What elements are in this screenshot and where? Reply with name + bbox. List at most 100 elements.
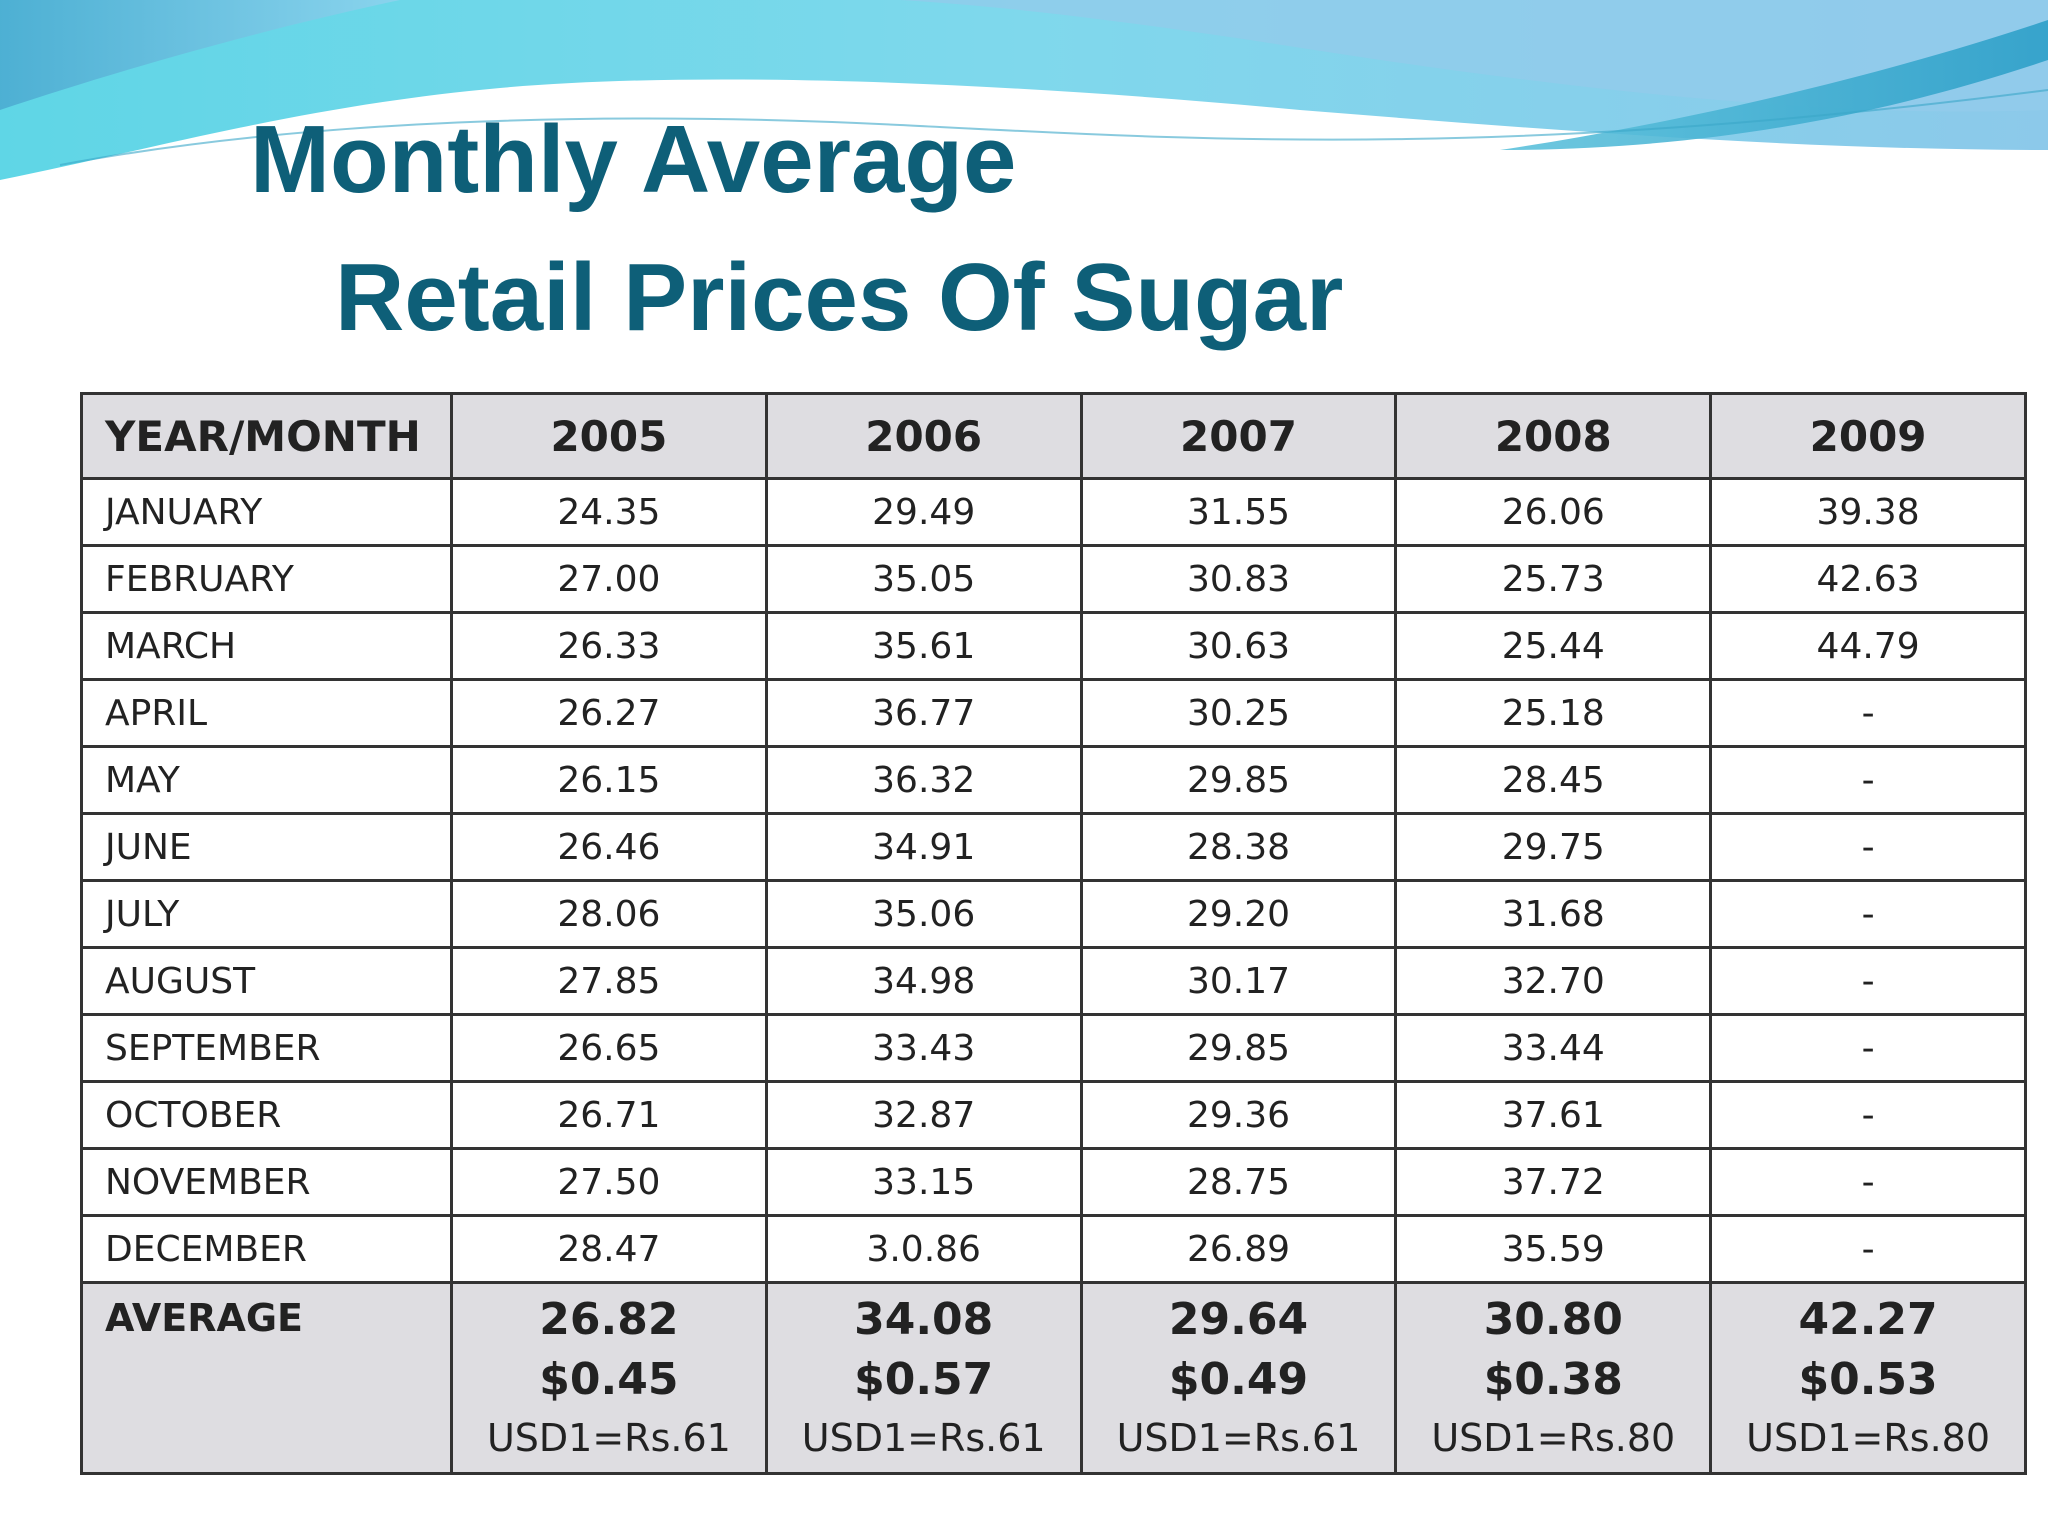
price-cell: 32.87	[764, 1080, 1083, 1150]
average-value: 42.27	[1798, 1294, 1938, 1345]
price-cell: 26.46	[450, 812, 768, 882]
column-header-year: 2005	[450, 392, 768, 480]
price-cell: 37.61	[1394, 1080, 1713, 1150]
month-label: OCTOBER	[80, 1080, 453, 1150]
average-label: AVERAGE	[80, 1281, 453, 1475]
month-label: MAY	[80, 745, 453, 815]
exchange-rate-note: USD1=Rs.61	[1116, 1416, 1361, 1460]
table-row: OCTOBER 26.71 32.87 29.36 37.61-	[80, 1080, 2027, 1150]
price-cell: 3.0.86	[764, 1214, 1083, 1284]
exchange-rate-note: USD1=Rs.61	[801, 1416, 1046, 1460]
price-cell: 29.75	[1394, 812, 1713, 882]
price-cell: 34.91	[764, 812, 1083, 882]
price-cell: 29.20	[1079, 879, 1398, 949]
price-cell: 29.36	[1079, 1080, 1398, 1150]
price-cell: 36.77	[764, 678, 1083, 748]
table-row: FEBRUARY 27.00 35.05 30.83 25.73 42.63	[80, 544, 2027, 614]
month-label: SEPTEMBER	[80, 1013, 453, 1083]
price-cell: 30.83	[1079, 544, 1398, 614]
average-value: 26.82	[539, 1294, 679, 1345]
price-cell: 31.68	[1394, 879, 1713, 949]
price-cell: 28.75	[1079, 1147, 1398, 1217]
price-cell: 33.43	[764, 1013, 1083, 1083]
price-cell: 35.61	[764, 611, 1083, 681]
month-label: FEBRUARY	[80, 544, 453, 614]
price-cell: -	[1709, 812, 2027, 882]
price-cell: 33.15	[764, 1147, 1083, 1217]
average-cell: 29.64 $0.49 USD1=Rs.61	[1079, 1281, 1398, 1475]
price-cell: 25.18	[1394, 678, 1713, 748]
price-cell: 30.25	[1079, 678, 1398, 748]
column-header-year-month: YEAR/MONTH	[80, 392, 453, 480]
table-row: JANUARY 24.35 29.49 31.55 26.06 39.38	[80, 477, 2027, 547]
month-label: AUGUST	[80, 946, 453, 1016]
price-cell: 29.49	[764, 477, 1083, 547]
price-cell: 25.44	[1394, 611, 1713, 681]
price-cell: 26.27	[450, 678, 768, 748]
price-cell: 27.00	[450, 544, 768, 614]
month-label: NOVEMBER	[80, 1147, 453, 1217]
price-cell: 30.17	[1079, 946, 1398, 1016]
exchange-rate-note: USD1=Rs.80	[1431, 1416, 1676, 1460]
average-cell: 34.08 $0.57 USD1=Rs.61	[764, 1281, 1083, 1475]
price-cell: -	[1709, 946, 2027, 1016]
price-cell: 32.70	[1394, 946, 1713, 1016]
price-cell: 26.06	[1394, 477, 1713, 547]
average-value: 29.64	[1168, 1294, 1309, 1345]
table-row: DECEMBER 28.47 3.0.86 26.89 35.59-	[80, 1214, 2027, 1284]
price-cell: 27.50	[450, 1147, 768, 1217]
average-value: 34.08	[854, 1294, 994, 1345]
average-usd-value: $0.49	[1168, 1354, 1309, 1405]
slide-title-line-2: Retail Prices Of Sugar	[335, 244, 1344, 351]
price-cell: 35.59	[1394, 1214, 1713, 1284]
table-body: JANUARY 24.35 29.49 31.55 26.06 39.38 FEBRUARY…	[80, 477, 2027, 1475]
slide-title-line-1: Monthly Average	[250, 106, 1017, 213]
price-cell: 35.06	[764, 879, 1083, 949]
price-cell: 25.73	[1394, 544, 1713, 614]
price-cell: 36.32	[764, 745, 1083, 815]
price-cell: 29.85	[1079, 1013, 1398, 1083]
average-cell: 30.80 $0.38 USD1=Rs.80	[1394, 1281, 1713, 1475]
price-cell: -	[1709, 1214, 2027, 1284]
price-cell: 26.33	[450, 611, 768, 681]
table-row: JULY 28.06 35.06 29.20 31.68-	[80, 879, 2027, 949]
table-row: NOVEMBER 27.50 33.15 28.75 37.72-	[80, 1147, 2027, 1217]
table-header-row: YEAR/MONTH 2005 2006 2007 2008 2009	[80, 392, 2027, 480]
month-label: JUNE	[80, 812, 453, 882]
month-label: DECEMBER	[80, 1214, 453, 1284]
wave-banner-decoration	[0, 0, 2048, 218]
average-row: AVERAGE 26.82 $0.45 USD1=Rs.61 34.08 $0.57 USD…	[80, 1281, 2027, 1475]
month-label: JULY	[80, 879, 453, 949]
average-value: 30.80	[1483, 1294, 1623, 1345]
column-header-year: 2007	[1079, 392, 1398, 480]
average-cell: 42.27 $0.53 USD1=Rs.80	[1709, 1281, 2027, 1475]
month-label: MARCH	[80, 611, 453, 681]
average-usd-value: $0.45	[539, 1354, 679, 1405]
table-row: MARCH 26.33 35.61 30.63 25.44 44.79	[80, 611, 2027, 681]
price-cell: 37.72	[1394, 1147, 1713, 1217]
average-usd-value: $0.38	[1483, 1354, 1623, 1405]
price-cell: 39.38	[1709, 477, 2027, 547]
table-row: SEPTEMBER 26.65 33.43 29.85 33.44-	[80, 1013, 2027, 1083]
exchange-rate-note: USD1=Rs.61	[486, 1416, 731, 1460]
price-cell: 35.05	[764, 544, 1083, 614]
price-cell: 28.47	[450, 1214, 768, 1284]
price-cell: -	[1709, 879, 2027, 949]
price-cell: 28.06	[450, 879, 768, 949]
column-header-year: 2008	[1394, 392, 1713, 480]
table-row: AUGUST 27.85 34.98 30.17 32.70-	[80, 946, 2027, 1016]
price-cell: -	[1709, 1080, 2027, 1150]
table-row: MAY 26.15 36.32 29.85 28.45-	[80, 745, 2027, 815]
price-cell: 26.65	[450, 1013, 768, 1083]
price-cell: -	[1709, 1147, 2027, 1217]
sugar-price-table: YEAR/MONTH 2005 2006 2007 2008 2009 JANU…	[80, 392, 2027, 1475]
table-row: JUNE 26.46 34.91 28.38 29.75-	[80, 812, 2027, 882]
price-cell: 31.55	[1079, 477, 1398, 547]
price-cell: 28.45	[1394, 745, 1713, 815]
column-header-year: 2006	[764, 392, 1083, 480]
exchange-rate-note: USD1=Rs.80	[1746, 1416, 1991, 1460]
price-cell: 26.15	[450, 745, 768, 815]
price-cell: -	[1709, 1013, 2027, 1083]
price-cell: 29.85	[1079, 745, 1398, 815]
